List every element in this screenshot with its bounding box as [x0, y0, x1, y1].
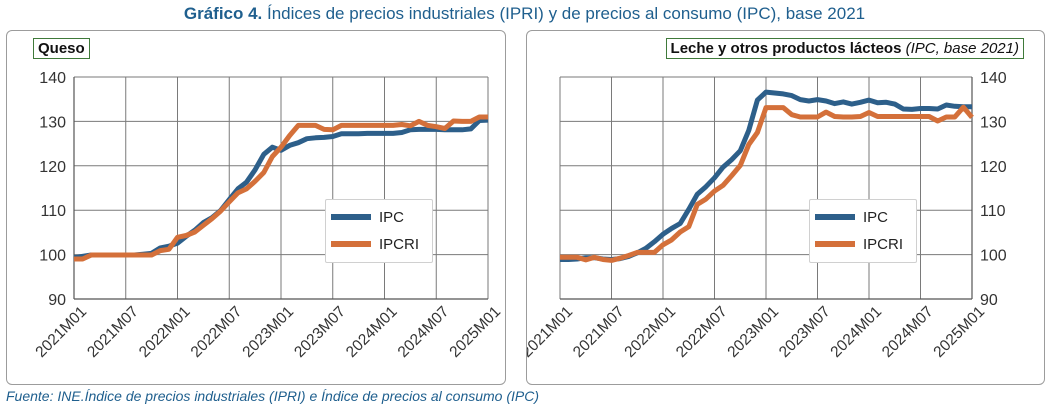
queso-xtick-5: 2023M07	[291, 303, 349, 361]
leche-xtick-5: 2023M07	[776, 303, 834, 361]
leche-ytick-120: 120	[980, 159, 1007, 176]
queso-xtick-1: 2021M07	[84, 303, 142, 361]
queso-xtick-0: 2021M01	[32, 303, 90, 361]
queso-legend-ipcri: IPCRI	[326, 233, 419, 255]
leche-ytick-90: 90	[980, 292, 998, 309]
leche-ytick-130: 130	[980, 114, 1007, 131]
leche-chart: 901001101201301402021M012021M072022M0120…	[527, 70, 1007, 361]
queso-legend-ipcri-swatch	[331, 241, 371, 247]
leche-legend-ipcri: IPCRI	[810, 233, 903, 255]
queso-legend-ipcri-label: IPCRI	[379, 235, 420, 253]
figure-title-number: Gráfico 4.	[183, 4, 263, 23]
leche-series-ipcri-line	[560, 104, 974, 263]
queso-xtick-8: 2025M01	[446, 303, 504, 361]
queso-ytick-140: 140	[39, 70, 66, 87]
queso-xtick-7: 2024M07	[395, 303, 453, 361]
queso-ytick-120: 120	[39, 159, 66, 176]
leche-ytick-140: 140	[980, 70, 1007, 87]
figure-title-text: Índices de precios industriales (IPRI) y…	[262, 4, 866, 23]
queso-xtick-3: 2022M07	[188, 303, 246, 361]
leche-xtick-1: 2021M07	[570, 303, 628, 361]
queso-chart-title-text: Queso	[38, 40, 85, 57]
leche-ytick-100: 100	[980, 248, 1007, 265]
queso-ytick-100: 100	[39, 248, 66, 265]
queso-ytick-130: 130	[39, 114, 66, 131]
queso-legend-ipc-swatch	[331, 214, 371, 220]
queso-ytick-110: 110	[40, 203, 66, 220]
leche-chart-subtitle: (IPC, base 2021)	[905, 40, 1019, 57]
leche-xtick-0: 2021M01	[527, 303, 576, 361]
queso-legend-ipc: IPC	[326, 206, 404, 228]
queso-xtick-6: 2024M01	[343, 303, 401, 361]
leche-xtick-8: 2025M01	[930, 303, 988, 361]
figure-title: Gráfico 4. Índices de precios industrial…	[0, 4, 1049, 24]
leche-xtick-3: 2022M07	[673, 303, 731, 361]
queso-series-ipcri-line	[74, 114, 488, 262]
leche-xtick-4: 2023M01	[724, 303, 782, 361]
queso-legend: IPC IPCRI	[325, 199, 433, 263]
queso-legend-ipc-label: IPC	[379, 208, 405, 226]
leche-legend-ipcri-label: IPCRI	[863, 235, 904, 253]
leche-legend-ipcri-swatch	[815, 241, 855, 247]
leche-legend-ipc: IPC	[810, 206, 888, 228]
source-note: Fuente: INE.Índice de precios industrial…	[6, 388, 540, 404]
leche-ytick-110: 110	[980, 203, 1006, 220]
leche-legend: IPC IPCRI	[809, 199, 917, 263]
leche-xtick-2: 2022M01	[621, 303, 679, 361]
leche-legend-ipc-swatch	[815, 214, 855, 220]
leche-xtick-6: 2024M01	[827, 303, 885, 361]
leche-chart-title: Leche y otros productos lácteos (IPC, ba…	[665, 38, 1024, 59]
chart-panel-queso: 90 100 110 120 130 140 2021M01 2021M07 2022M01 20…	[6, 30, 506, 385]
queso-chart-title: Queso	[33, 38, 90, 59]
queso-xtick-2: 2022M01	[136, 303, 194, 361]
chart-panel-leche: 90 100 110 120 130 140 2021M01 2021M07 2022M01 20…	[526, 30, 1045, 385]
leche-legend-ipc-label: IPC	[863, 208, 889, 226]
leche-chart-title-text: Leche y otros productos lácteos	[670, 40, 902, 57]
leche-xtick-7: 2024M07	[879, 303, 937, 361]
queso-ytick-90: 90	[48, 292, 66, 309]
queso-xtick-4: 2023M01	[239, 303, 297, 361]
queso-chart: 901001101201301402021M012021M072022M0120…	[32, 70, 504, 361]
